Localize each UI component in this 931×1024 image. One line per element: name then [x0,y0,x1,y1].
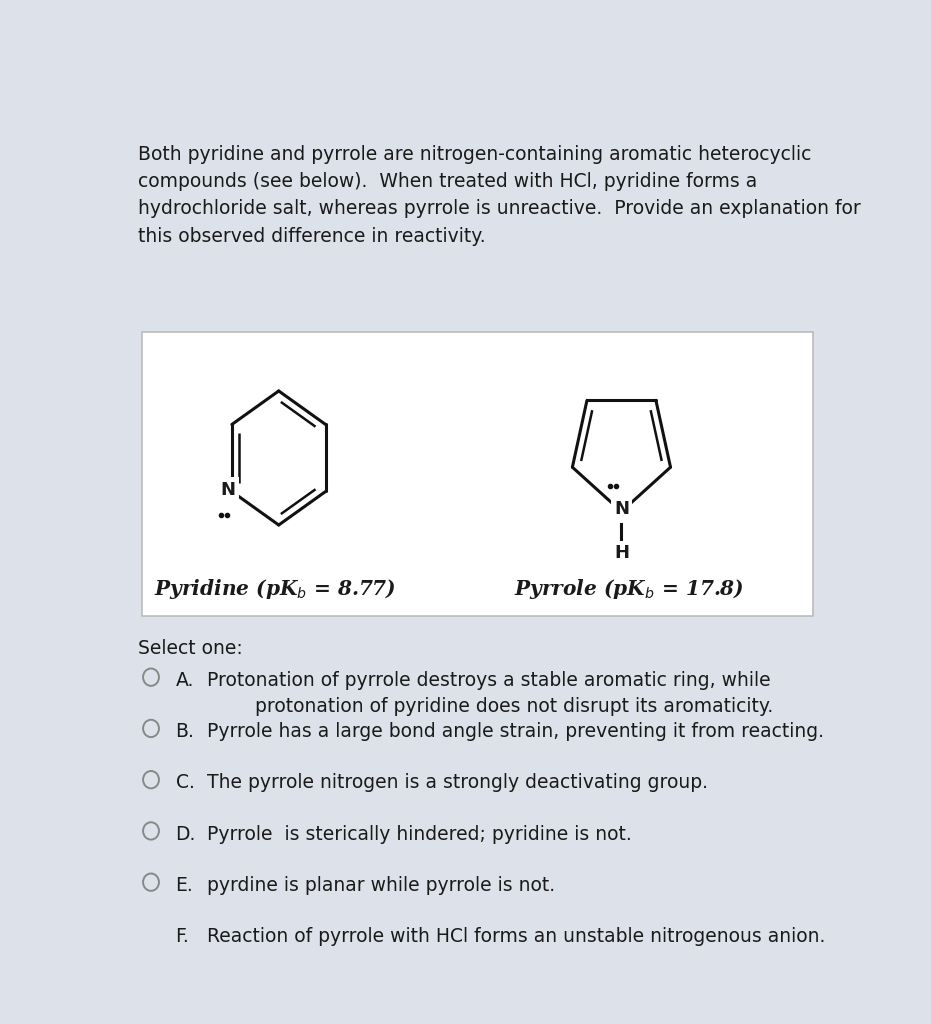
Text: Pyridine (pK$_b$ = 8.77): Pyridine (pK$_b$ = 8.77) [155,578,396,601]
Text: N: N [614,501,629,518]
Text: Protonation of pyrrole destroys a stable aromatic ring, while
        protonatio: Protonation of pyrrole destroys a stable… [207,671,773,717]
Text: Pyrrole (pK$_b$ = 17.8): Pyrrole (pK$_b$ = 17.8) [514,578,744,601]
Text: Pyrrole  is sterically hindered; pyridine is not.: Pyrrole is sterically hindered; pyridine… [207,824,631,844]
Text: E.: E. [176,876,194,895]
Text: H: H [614,544,629,561]
Text: The pyrrole nitrogen is a strongly deactivating group.: The pyrrole nitrogen is a strongly deact… [207,773,708,793]
Text: pyrdine is planar while pyrrole is not.: pyrdine is planar while pyrrole is not. [207,876,555,895]
Text: D.: D. [176,824,196,844]
Text: F.: F. [176,927,189,946]
Text: Reaction of pyrrole with HCl forms an unstable nitrogenous anion.: Reaction of pyrrole with HCl forms an un… [207,927,825,946]
FancyBboxPatch shape [142,332,813,615]
Text: C.: C. [176,773,195,793]
Text: N: N [221,481,236,499]
Text: A.: A. [176,671,194,690]
Text: B.: B. [176,722,195,741]
Text: Select one:: Select one: [138,639,243,658]
Text: Both pyridine and pyrrole are nitrogen-containing aromatic heterocyclic
compound: Both pyridine and pyrrole are nitrogen-c… [138,145,861,246]
Text: Pyrrole has a large bond angle strain, preventing it from reacting.: Pyrrole has a large bond angle strain, p… [207,722,824,741]
